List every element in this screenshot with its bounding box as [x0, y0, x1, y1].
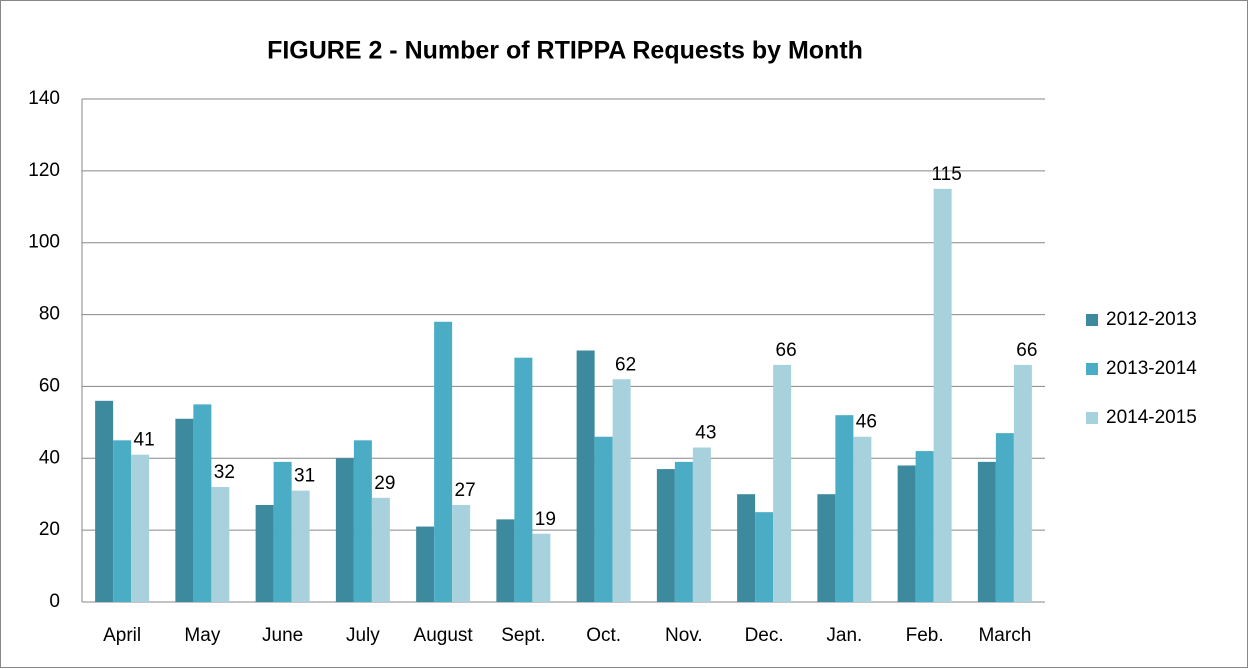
bar: [255, 504, 274, 602]
bar: [175, 418, 194, 602]
bar: [612, 379, 631, 602]
bar: [353, 440, 372, 602]
bar: [211, 487, 230, 602]
chart-title: FIGURE 2 - Number of RTIPPA Requests by …: [267, 37, 863, 65]
legend-label: 2014-2015: [1106, 407, 1197, 428]
x-tick-label: April: [103, 625, 141, 646]
bar: [131, 454, 150, 602]
bar: [977, 461, 996, 602]
bar: [193, 404, 212, 602]
x-tick-label: Jan.: [826, 625, 862, 646]
x-tick-label: March: [978, 625, 1031, 646]
x-tick-label: Sept.: [501, 625, 545, 646]
data-label: 115: [931, 164, 961, 185]
bar: [434, 321, 453, 602]
y-tick-label: 60: [39, 375, 60, 396]
data-label: 27: [455, 480, 476, 501]
bar: [452, 504, 471, 602]
bar: [817, 494, 836, 602]
bar: [853, 436, 872, 602]
x-tick-label: July: [346, 625, 380, 646]
bar: [773, 364, 792, 602]
bar: [656, 469, 675, 602]
y-tick-label: 140: [28, 88, 60, 109]
bar: [897, 465, 916, 602]
x-tick-label: June: [262, 625, 303, 646]
x-tick-label: August: [414, 625, 474, 646]
data-label: 66: [1016, 340, 1037, 361]
bar: [95, 400, 114, 602]
data-label: 32: [214, 462, 235, 483]
bar: [416, 526, 435, 602]
bar: [933, 188, 952, 603]
x-tick-label: Feb.: [906, 625, 944, 646]
data-label: 62: [615, 354, 636, 375]
legend-label: 2013-2014: [1106, 358, 1197, 379]
legend-swatch: [1086, 363, 1098, 375]
bar: [335, 458, 354, 602]
data-label: 29: [374, 473, 395, 494]
data-label: 19: [535, 509, 556, 530]
legend-label: 2012-2013: [1106, 309, 1197, 330]
data-label: 41: [134, 430, 155, 451]
x-tick-label: Nov.: [665, 625, 703, 646]
bar: [113, 440, 132, 602]
bar: [514, 357, 533, 602]
bar: [737, 494, 756, 602]
legend-swatch: [1086, 314, 1098, 326]
data-label: 31: [294, 466, 315, 487]
bar: [532, 533, 551, 602]
bar: [496, 519, 515, 602]
x-tick-label: Oct.: [586, 625, 621, 646]
bar: [1013, 364, 1032, 602]
bar: [995, 433, 1014, 602]
data-label: 43: [695, 423, 716, 444]
bar: [576, 350, 595, 602]
bar: [291, 490, 310, 602]
bar: [674, 461, 693, 602]
bar: [835, 415, 854, 602]
y-tick-label: 100: [28, 232, 60, 253]
bar: [915, 451, 934, 602]
bar: [273, 461, 292, 602]
y-tick-label: 40: [39, 447, 60, 468]
x-tick-label: Dec.: [745, 625, 784, 646]
bar: [371, 497, 390, 602]
x-tick-label: May: [184, 625, 220, 646]
bar: [594, 436, 613, 602]
y-tick-label: 20: [39, 519, 60, 540]
y-tick-label: 80: [39, 304, 60, 325]
data-label: 66: [776, 340, 797, 361]
bar: [692, 447, 711, 602]
bar: [755, 512, 774, 602]
data-label: 46: [856, 412, 877, 433]
y-tick-label: 0: [49, 591, 60, 612]
y-tick-label: 120: [28, 160, 60, 181]
legend-swatch: [1086, 412, 1098, 424]
